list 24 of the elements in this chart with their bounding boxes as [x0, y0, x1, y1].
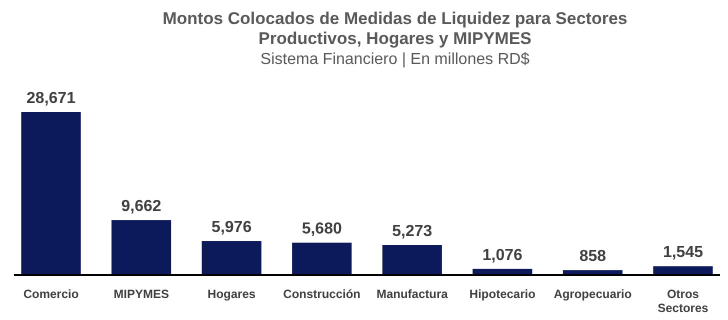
- x-tick-label: Comercio: [23, 287, 79, 301]
- bar: [112, 220, 172, 275]
- data-label: 1,545: [662, 244, 704, 262]
- chart-subtitle: Sistema Financiero | En millones RD$: [260, 51, 530, 68]
- x-tick-label: Hipotecario: [469, 287, 536, 301]
- x-tick-label: Hogares: [208, 287, 256, 301]
- chart-title: Montos Colocados de Medidas de Liquidez para Sectores Productivos, Hogares y MIPYMES: [162, 9, 628, 48]
- data-label: 5,976: [212, 219, 252, 236]
- bar: [202, 241, 262, 275]
- bar: [382, 245, 442, 275]
- data-label: 858: [579, 248, 606, 266]
- data-label: 5,273: [392, 223, 432, 240]
- x-tick-label: Construcción: [283, 287, 361, 301]
- x-tick-label: MIPYMES: [114, 287, 169, 301]
- data-label: 9,662: [121, 198, 162, 216]
- data-label: 5,680: [302, 220, 342, 238]
- x-tick-label: Agropecuario: [554, 287, 632, 301]
- bar: [653, 266, 713, 275]
- data-label: 1,076: [482, 246, 523, 264]
- data-label: 28,671: [26, 90, 76, 107]
- x-tick-label: Otros Sectores: [658, 287, 709, 315]
- bar: [292, 242, 352, 275]
- bar: [21, 112, 81, 275]
- x-tick-label: Manufactura: [376, 287, 448, 301]
